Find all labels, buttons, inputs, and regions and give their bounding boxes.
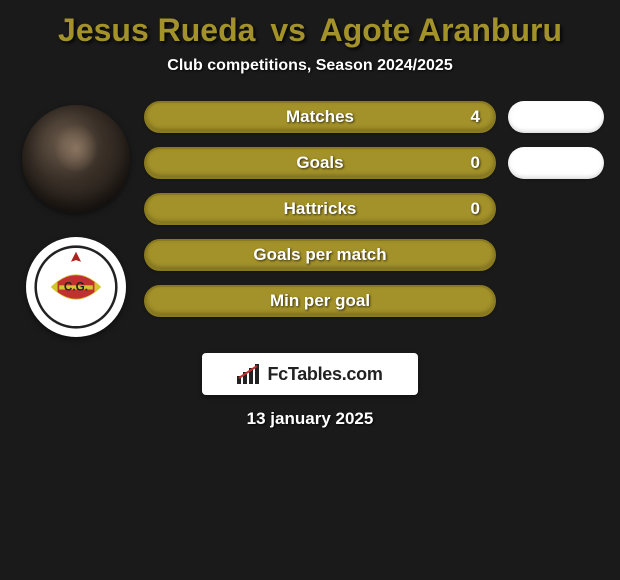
- stat-bar: Min per goal: [144, 285, 496, 317]
- chip-spacer: [508, 285, 604, 317]
- logo-icon: [237, 364, 261, 384]
- stat-row: Matches 4: [144, 101, 604, 133]
- stat-row: Min per goal: [144, 285, 604, 317]
- svg-text:C.G.: C.G.: [64, 280, 88, 293]
- stat-label: Matches: [286, 107, 354, 127]
- stat-label: Min per goal: [270, 291, 370, 311]
- subtitle: Club competitions, Season 2024/2025: [12, 57, 608, 75]
- date-text: 13 january 2025: [12, 409, 608, 429]
- vs-text: vs: [270, 12, 306, 48]
- stat-bar: Matches 4: [144, 101, 496, 133]
- stat-row: Goals 0: [144, 147, 604, 179]
- source-logo: FcTables.com: [202, 353, 418, 395]
- stat-bar: Goals per match: [144, 239, 496, 271]
- badge-svg: C.G.: [34, 245, 118, 329]
- stat-label: Goals per match: [253, 245, 386, 265]
- club-badge: C.G.: [26, 237, 126, 337]
- stat-bar: Goals 0: [144, 147, 496, 179]
- stat-row: Hattricks 0: [144, 193, 604, 225]
- stat-row: Goals per match: [144, 239, 604, 271]
- stat-value: 0: [471, 153, 480, 173]
- opponent-chip: [508, 147, 604, 179]
- chip-spacer: [508, 239, 604, 271]
- player2-name: Agote Aranburu: [320, 12, 562, 48]
- stat-value: 4: [471, 107, 480, 127]
- opponent-chip: [508, 101, 604, 133]
- stat-bar: Hattricks 0: [144, 193, 496, 225]
- player1-name: Jesus Rueda: [58, 12, 255, 48]
- stat-label: Goals: [296, 153, 343, 173]
- player-avatar: [22, 105, 130, 213]
- logo-text: FcTables.com: [267, 364, 382, 385]
- stat-bars: Matches 4 Goals 0 Hattricks 0 Goals per match M…: [144, 99, 604, 317]
- comparison-title: Jesus Rueda vs Agote Aranburu: [12, 12, 608, 49]
- stat-label: Hattricks: [284, 199, 357, 219]
- chip-spacer: [508, 193, 604, 225]
- left-column: C.G.: [16, 99, 136, 337]
- stat-value: 0: [471, 199, 480, 219]
- content-area: C.G. Matches 4 Goals 0 Hattricks 0 Goals per m…: [12, 99, 608, 337]
